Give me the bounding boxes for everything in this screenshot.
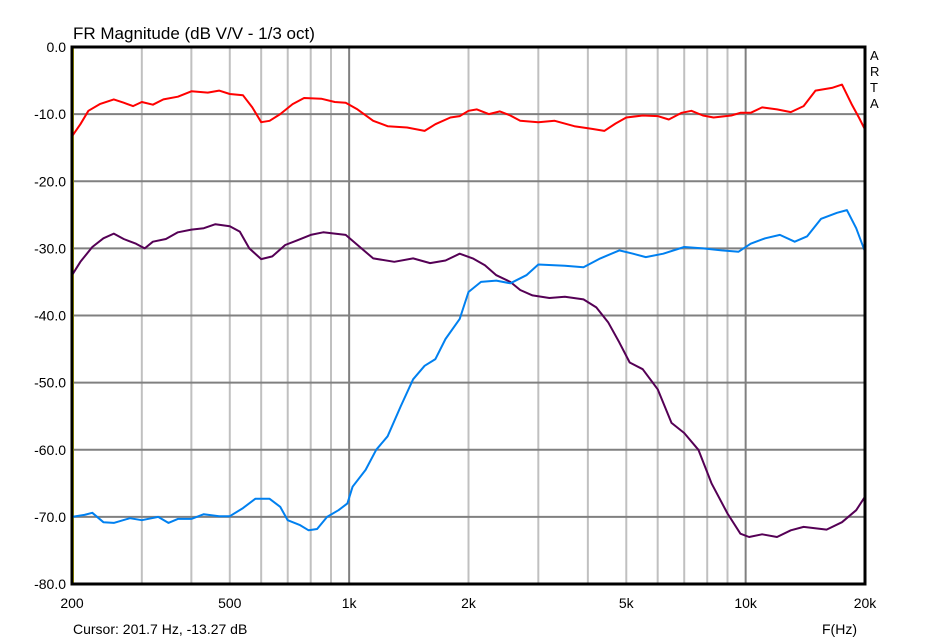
brand-letter: R <box>870 64 879 79</box>
x-tick-label: 200 <box>60 595 84 611</box>
plot-grid <box>72 46 865 585</box>
plot-frame <box>70 45 867 586</box>
x-tick-label: 5k <box>619 595 635 611</box>
curve-purple <box>71 223 866 538</box>
x-tick-label: 10k <box>734 595 758 611</box>
cursor-readout: Cursor: 201.7 Hz, -13.27 dB <box>73 621 247 637</box>
y-tick-label: -50.0 <box>34 375 66 391</box>
x-axis-label: F(Hz) <box>822 621 857 637</box>
curve-blue <box>71 209 866 532</box>
y-tick-label: -40.0 <box>34 308 66 324</box>
brand-letter: T <box>870 80 878 95</box>
y-tick-label: -20.0 <box>34 173 66 189</box>
chart-title: FR Magnitude (dB V/V - 1/3 oct) <box>73 24 315 43</box>
x-tick-label: 20k <box>854 595 878 611</box>
plot-curves <box>71 83 866 538</box>
y-tick-label: 0.0 <box>47 39 67 55</box>
x-tick-label: 2k <box>461 595 477 611</box>
x-tick-label: 1k <box>342 595 358 611</box>
y-tick-label: -10.0 <box>34 106 66 122</box>
curve-red <box>71 83 866 137</box>
brand-letter: A <box>870 48 879 63</box>
x-tick-label: 500 <box>218 595 242 611</box>
y-tick-label: -80.0 <box>34 576 66 592</box>
arta-brand: A R T A <box>870 48 879 111</box>
x-axis-tick-labels: 200 500 1k 2k 5k 10k 20k <box>60 595 877 611</box>
y-tick-label: -60.0 <box>34 442 66 458</box>
y-tick-label: -70.0 <box>34 509 66 525</box>
y-axis-tick-labels: 0.0 -10.0 -20.0 -30.0 -40.0 -50.0 -60.0 -70.0 -8… <box>34 39 66 592</box>
brand-letter: A <box>870 96 879 111</box>
y-tick-label: -30.0 <box>34 240 66 256</box>
